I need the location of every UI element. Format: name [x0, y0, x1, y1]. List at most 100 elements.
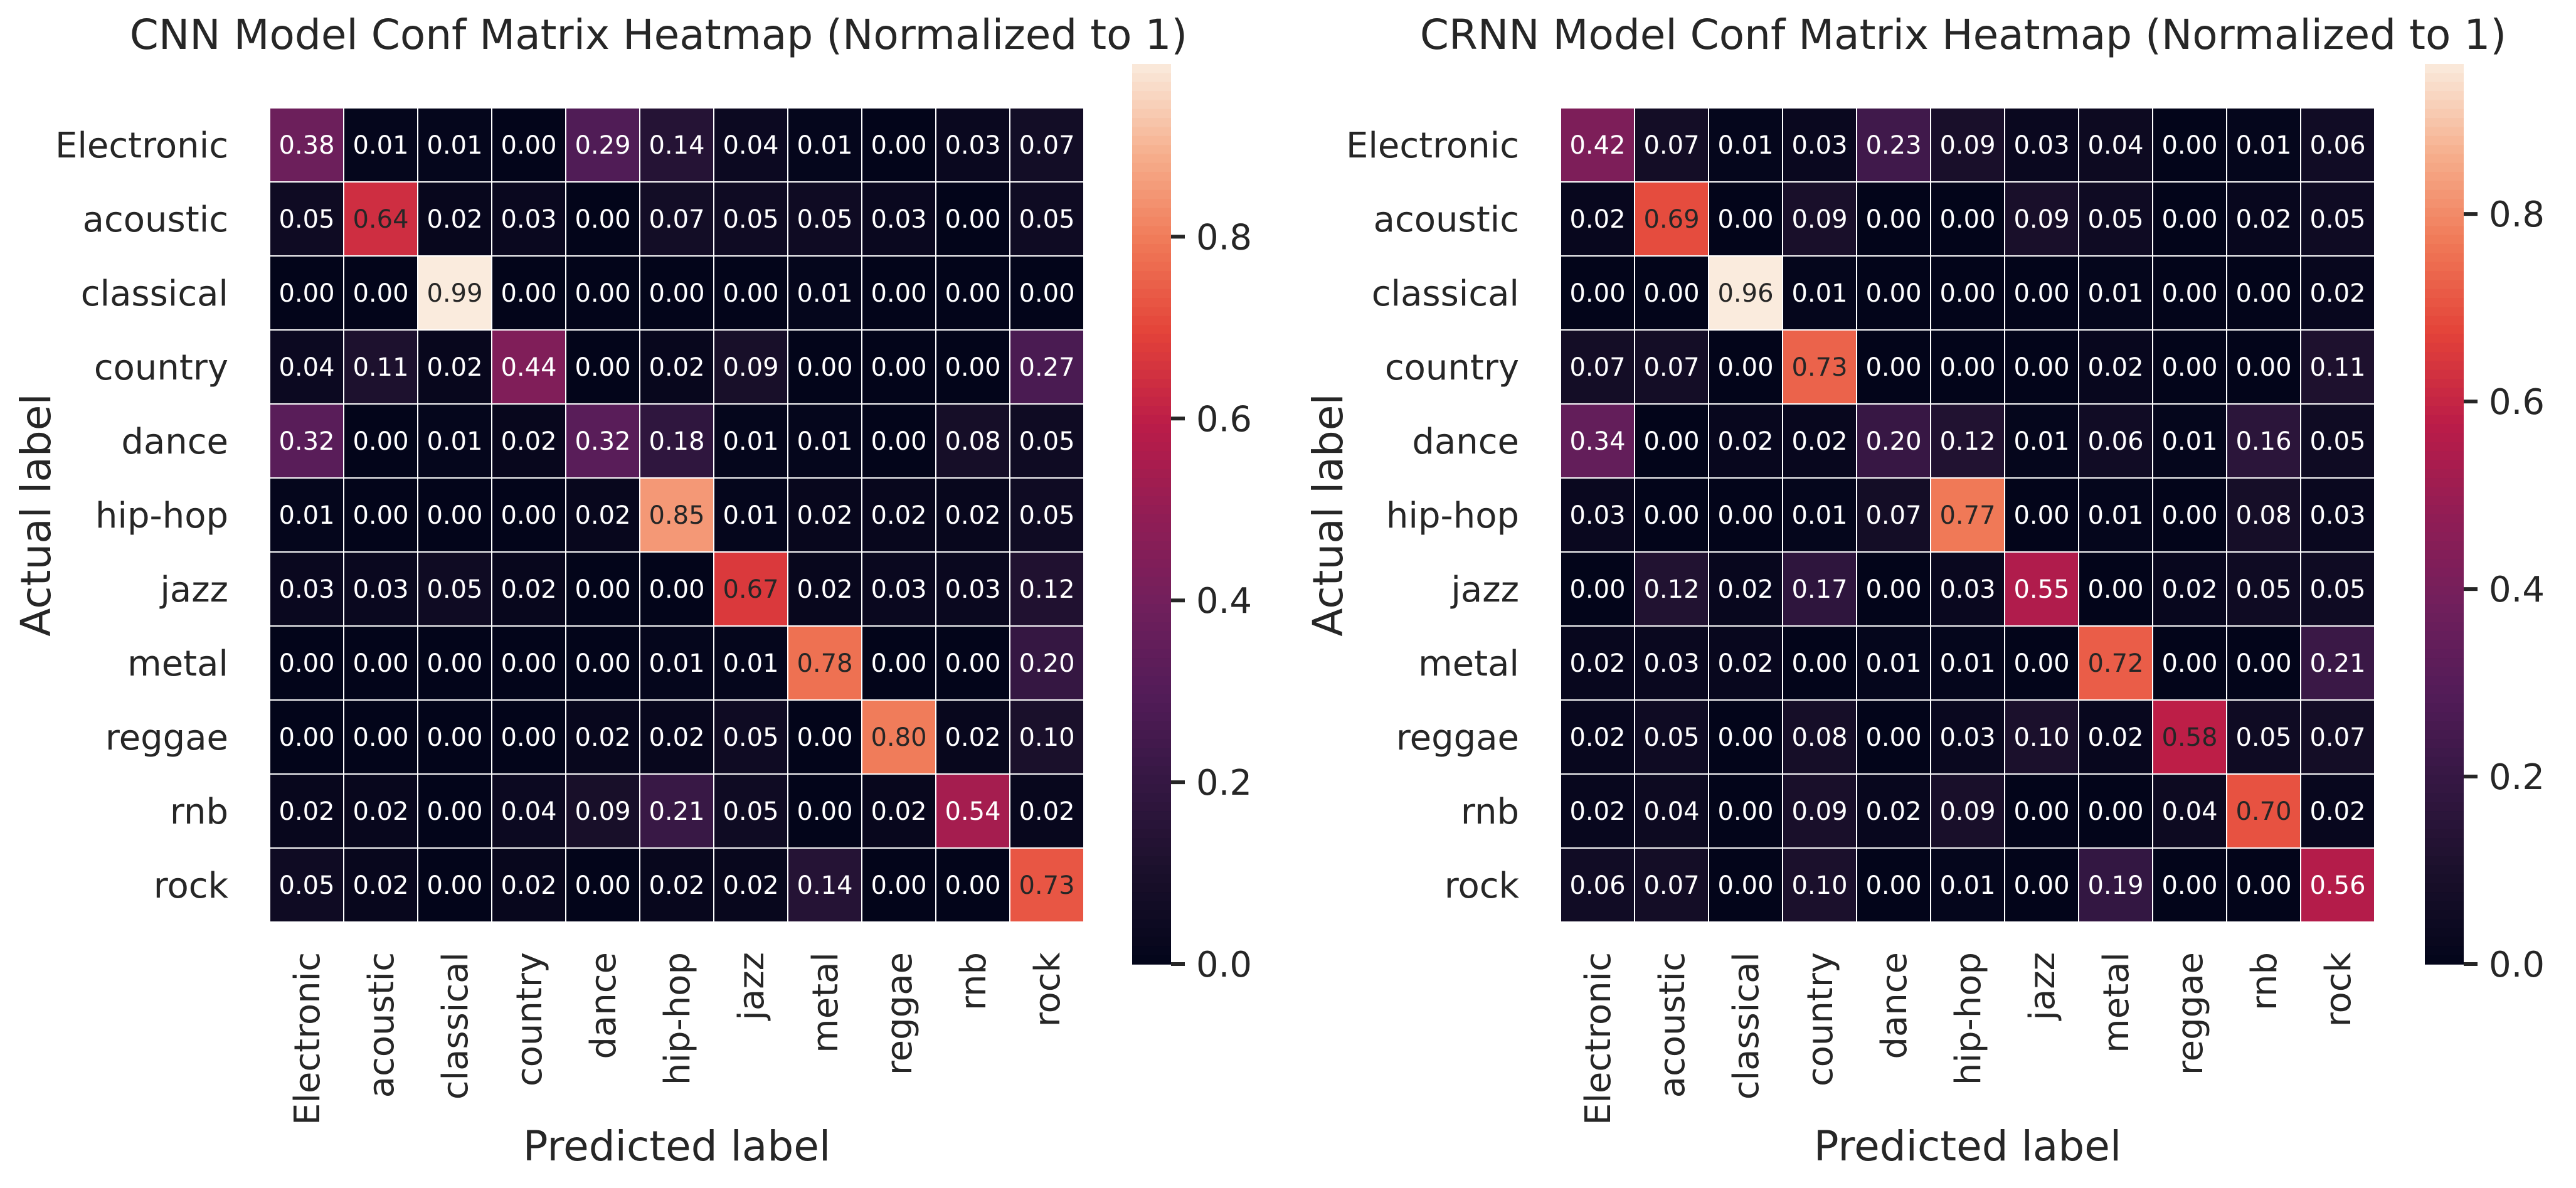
- colorbar-segment: [2425, 658, 2464, 668]
- cell-value-label: 0.01: [427, 131, 482, 160]
- cell-value-label: 0.05: [723, 723, 778, 752]
- colorbar-segment: [2425, 721, 2464, 731]
- colorbar-segment: [1132, 811, 1171, 821]
- colorbar-segment: [1132, 514, 1171, 524]
- cell-value-label: 0.02: [1569, 205, 1625, 234]
- x-tick-label: rock: [2318, 952, 2359, 1027]
- heatmap-cell: [2152, 625, 2227, 701]
- colorbar-segment: [1132, 936, 1171, 947]
- cell-value-label: 0.20: [1019, 649, 1074, 678]
- heatmap-cell: [1009, 773, 1084, 849]
- cell-value-label: 0.12: [1019, 575, 1074, 604]
- colorbar-segment: [2425, 342, 2464, 353]
- cell-value-label: 0.02: [1717, 427, 1773, 456]
- heatmap-cell: [491, 625, 566, 701]
- cell-value-label: 0.02: [2309, 279, 2365, 308]
- cell-value-label: 0.00: [1643, 501, 1699, 530]
- colorbar-segment: [1132, 847, 1171, 857]
- colorbar-segment: [1132, 532, 1171, 542]
- heatmap-cell: [2004, 699, 2079, 775]
- heatmap-cell: [1009, 699, 1084, 775]
- heatmap-cell: [1560, 255, 1635, 331]
- colorbar-segment: [1132, 342, 1171, 353]
- colorbar-segment: [2425, 162, 2464, 172]
- cell-value-label: 0.03: [871, 205, 926, 234]
- cell-value-label: 0.05: [2309, 205, 2365, 234]
- heatmap-cell: [269, 699, 344, 775]
- heatmap-cell: [1930, 107, 2005, 183]
- y-tick-label: rnb: [1461, 792, 1519, 832]
- colorbar-segment: [2425, 91, 2464, 101]
- cell-value-label: 0.44: [501, 353, 556, 382]
- cell-value-label: 0.58: [2161, 723, 2217, 752]
- cell-value-label: 0.00: [575, 279, 630, 308]
- cell-value-label: 0.02: [723, 871, 778, 900]
- colorbar-segment: [2425, 919, 2464, 929]
- colorbar-segment: [1132, 424, 1171, 434]
- heatmap-cell: [417, 551, 492, 627]
- cell-value-label: 0.00: [945, 205, 1000, 234]
- cell-value-label: 0.78: [797, 649, 852, 678]
- cell-value-label: 0.00: [1717, 353, 1773, 382]
- colorbar-segment: [1132, 451, 1171, 461]
- heatmap-cell: [1930, 847, 2005, 923]
- cell-value-label: 0.10: [1019, 723, 1074, 752]
- heatmap-cell: [1856, 181, 1931, 257]
- colorbar-segment: [1132, 235, 1171, 245]
- heatmap-cell: [861, 329, 936, 405]
- cell-value-label: 0.02: [1569, 723, 1625, 752]
- heatmap-cell: [1634, 181, 1709, 257]
- heatmap-cell: [1708, 329, 1783, 405]
- x-tick-label: jazz: [2022, 952, 2063, 1022]
- colorbar-segment: [1132, 775, 1171, 785]
- heatmap-cell: [2004, 181, 2079, 257]
- cell-value-label: 0.00: [797, 797, 852, 826]
- colorbar-segment: [2425, 64, 2464, 74]
- cell-value-label: 0.80: [871, 723, 926, 752]
- heatmap-cell: [861, 773, 936, 849]
- colorbar-segment: [2425, 910, 2464, 920]
- colorbar-segment: [1132, 325, 1171, 335]
- cell-value-label: 0.02: [649, 871, 704, 900]
- cell-value-label: 0.05: [2235, 575, 2291, 604]
- y-tick-label: dance: [121, 422, 228, 462]
- heatmap-cell: [787, 699, 862, 775]
- heatmap-cell: [935, 551, 1010, 627]
- colorbar-segment: [2425, 100, 2464, 110]
- cell-value-label: 0.01: [1865, 649, 1921, 678]
- cell-value-label: 0.12: [1939, 427, 1995, 456]
- colorbar-segment: [1132, 838, 1171, 848]
- colorbar-segment: [2425, 82, 2464, 92]
- colorbar-tick-label: 0.4: [2489, 570, 2545, 610]
- cell-value-label: 0.00: [1865, 723, 1921, 752]
- cell-value-label: 0.05: [2087, 205, 2143, 234]
- x-axis-label: Predicted label: [1814, 1122, 2121, 1170]
- cell-value-label: 0.02: [1717, 649, 1773, 678]
- cell-value-label: 0.02: [797, 501, 852, 530]
- cell-value-label: 0.38: [278, 131, 334, 160]
- heatmap-cell: [1009, 551, 1084, 627]
- cell-value-label: 0.04: [2161, 797, 2217, 826]
- heatmap-cell: [565, 773, 640, 849]
- colorbar-segment: [1132, 721, 1171, 731]
- colorbar-segment: [2425, 883, 2464, 893]
- colorbar-segment: [1132, 541, 1171, 551]
- heatmap-cell: [1856, 551, 1931, 627]
- y-tick-label: rock: [1444, 866, 1520, 906]
- colorbar-segment: [1132, 487, 1171, 497]
- cell-value-label: 0.02: [1865, 797, 1921, 826]
- crnn-heatmap-panel: CRNN Model Conf Matrix Heatmap (Normaliz…: [1304, 11, 2545, 1170]
- colorbar-segment: [1132, 505, 1171, 515]
- cell-value-label: 0.14: [649, 131, 704, 160]
- heatmap-cell: [1856, 255, 1931, 331]
- heatmap-cell: [713, 625, 788, 701]
- cell-value-label: 0.07: [649, 205, 704, 234]
- heatmap-cell: [2226, 699, 2301, 775]
- heatmap-cell: [1930, 329, 2005, 405]
- colorbar-segment: [2425, 216, 2464, 227]
- colorbar-segment: [2425, 298, 2464, 308]
- cell-value-label: 0.09: [1939, 797, 1995, 826]
- colorbar-segment: [2425, 595, 2464, 605]
- colorbar-segment: [2425, 334, 2464, 344]
